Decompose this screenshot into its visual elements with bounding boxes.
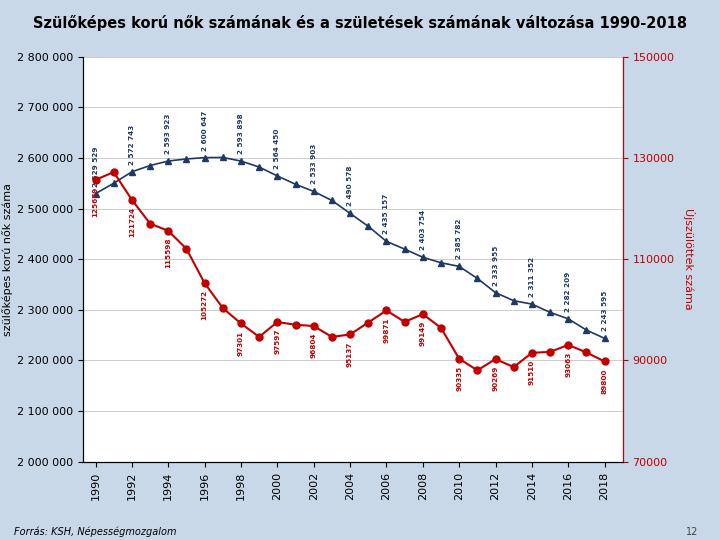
Text: 99871: 99871 [384,318,390,343]
Text: 2 311 352: 2 311 352 [529,257,535,297]
Y-axis label: szülőképes korú nők száma: szülőképes korú nők száma [1,183,13,336]
Text: 2 403 754: 2 403 754 [420,210,426,251]
Text: 90335: 90335 [456,366,462,391]
Text: 2 490 578: 2 490 578 [347,166,353,206]
Text: 2 564 450: 2 564 450 [274,129,280,169]
Text: 2 333 955: 2 333 955 [492,245,498,286]
Text: 125679: 125679 [93,187,99,217]
Text: 2 243 595: 2 243 595 [602,291,608,332]
Text: 99149: 99149 [420,321,426,347]
Text: 93063: 93063 [565,352,571,377]
Text: Forrás: KSH, Népességmozgalom: Forrás: KSH, Népességmozgalom [14,527,177,537]
Text: 2 600 647: 2 600 647 [202,110,207,151]
Text: 2 593 898: 2 593 898 [238,113,244,154]
Text: 2 593 923: 2 593 923 [166,114,171,154]
Text: 105272: 105272 [202,290,207,320]
Text: 2 533 903: 2 533 903 [311,144,317,185]
Text: 95137: 95137 [347,341,353,367]
Text: 2 385 782: 2 385 782 [456,219,462,259]
Text: 90269: 90269 [492,366,498,391]
Text: 121724: 121724 [129,207,135,237]
Text: Szülőképes korú nők számának és a születések számának változása 1990-2018: Szülőképes korú nők számának és a szület… [33,15,687,31]
Text: 96804: 96804 [311,333,317,359]
Text: 2 529 529: 2 529 529 [93,146,99,187]
Text: 12: 12 [686,527,698,537]
Text: 97597: 97597 [274,329,280,354]
Text: 91510: 91510 [529,360,535,385]
Text: 2 282 209: 2 282 209 [565,272,571,312]
Text: 2 572 743: 2 572 743 [129,125,135,165]
Text: 89800: 89800 [602,368,608,394]
Text: 2 435 157: 2 435 157 [384,194,390,234]
Text: 97301: 97301 [238,330,244,355]
Y-axis label: Újszülöttek száma: Újszülöttek száma [683,208,696,310]
Text: 115598: 115598 [166,238,171,268]
